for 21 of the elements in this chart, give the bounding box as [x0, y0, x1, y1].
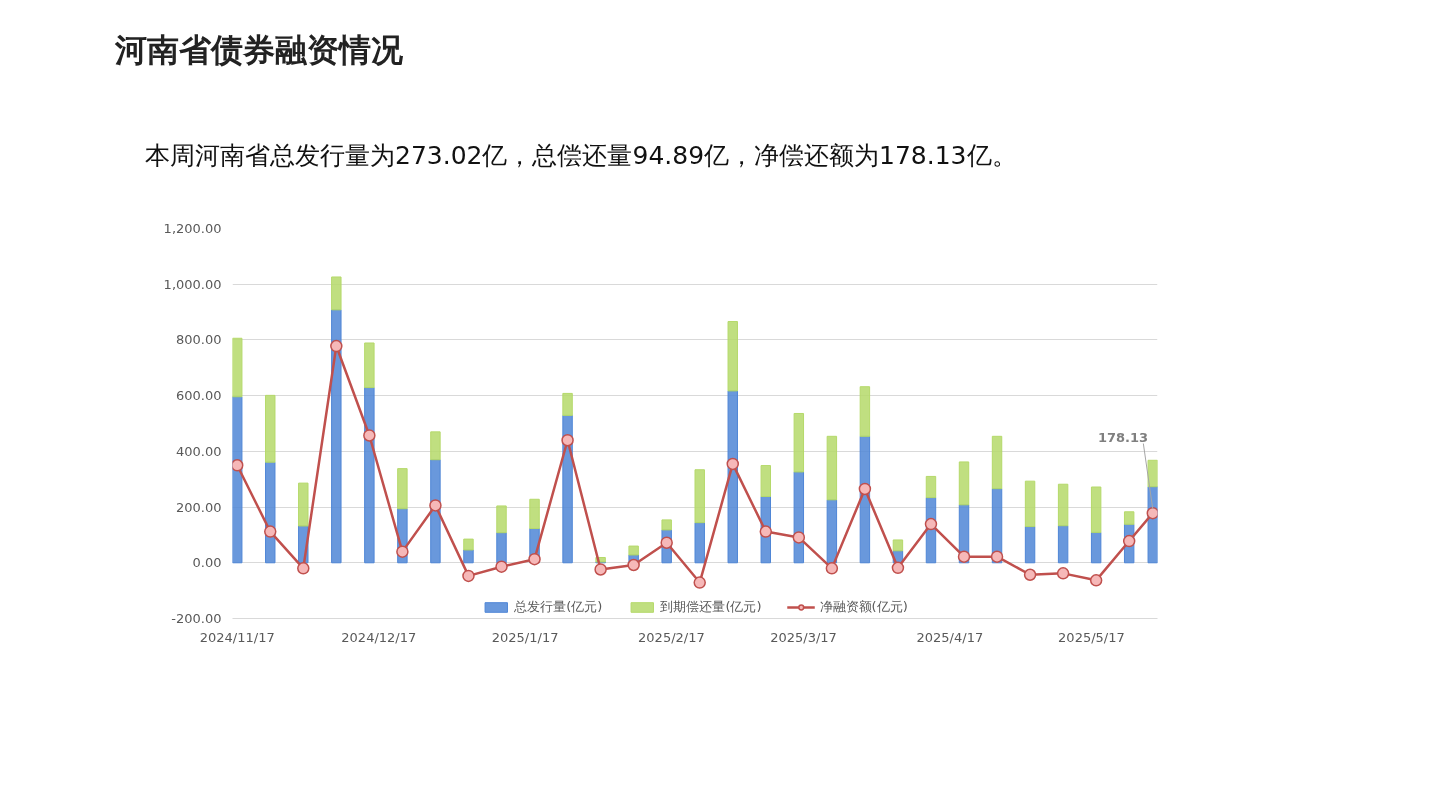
- y-tick-label: -200.00: [171, 611, 222, 626]
- legend-label: 到期偿还量(亿元): [660, 598, 762, 616]
- annotation: 178.13: [1097, 430, 1149, 446]
- x-tick-label: 2025/4/17: [916, 629, 984, 645]
- y-tick-label: 0.00: [192, 555, 222, 571]
- chart-subtitle: 本周河南省总发行量为273.02亿，总偿还量94.89亿，净偿还额为178.13亿。: [145, 140, 1017, 172]
- y-tick-label: 1,200.00: [163, 221, 222, 236]
- y-tick-label: 200.00: [176, 499, 222, 515]
- y-tick-label: 1,000.00: [163, 276, 222, 292]
- x-tick-label: 2025/1/17: [491, 629, 559, 645]
- x-tick-label: 2024/12/17: [341, 629, 417, 645]
- x-tick-label: 2024/11/17: [199, 629, 275, 645]
- legend-label: 总发行量(亿元): [514, 598, 603, 616]
- x-tick-label: 2025/3/17: [770, 629, 837, 645]
- x-tick-label: 2025/2/17: [638, 629, 705, 645]
- y-tick-label: 400.00: [176, 443, 222, 459]
- chart-title: 河南省债券融资情况: [115, 30, 403, 71]
- x-tick-label: 2025/5/17: [1058, 629, 1125, 645]
- legend-label: 净融资额(亿元): [819, 598, 908, 616]
- y-tick-label: 600.00: [176, 388, 222, 404]
- y-tick-label: 800.00: [176, 332, 222, 348]
